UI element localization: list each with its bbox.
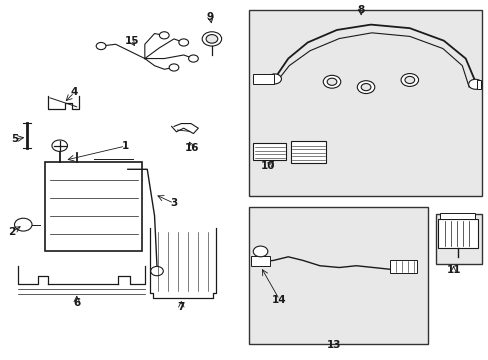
Circle shape [202,32,221,46]
Circle shape [169,64,179,71]
Circle shape [323,75,340,88]
Bar [249,207,427,344]
Text: 6: 6 [73,298,80,308]
Circle shape [361,84,370,91]
Bar [437,219,477,248]
Bar [45,162,142,251]
Bar [253,143,286,160]
Bar [435,214,481,264]
Text: 8: 8 [357,5,364,15]
Text: 9: 9 [206,13,214,22]
Text: 11: 11 [446,265,460,275]
Circle shape [159,32,169,39]
Circle shape [267,74,281,84]
Bar [290,141,325,163]
Circle shape [52,140,67,152]
Text: 14: 14 [272,295,286,305]
Text: 15: 15 [124,36,139,46]
Bar [249,10,481,196]
Text: 3: 3 [170,198,177,208]
Circle shape [205,35,217,43]
Text: 10: 10 [260,161,275,171]
Text: 4: 4 [70,87,78,98]
Text: 7: 7 [177,302,184,312]
Bar [440,213,474,219]
Bar [253,74,274,84]
Circle shape [400,73,418,86]
Circle shape [404,76,414,84]
Circle shape [179,39,188,46]
Circle shape [96,42,106,50]
Circle shape [326,78,336,85]
Text: 13: 13 [326,340,341,350]
Circle shape [468,79,481,89]
Circle shape [357,81,374,94]
Bar [476,80,480,89]
Circle shape [150,266,163,276]
Bar [251,256,269,266]
Text: 5: 5 [11,134,19,144]
Text: 16: 16 [185,143,199,153]
Text: 1: 1 [122,141,129,151]
Circle shape [256,249,264,254]
Circle shape [15,218,32,231]
Bar [389,260,416,273]
Text: 12: 12 [308,147,323,157]
Text: 2: 2 [8,227,16,237]
Circle shape [253,246,267,257]
Circle shape [188,55,198,62]
